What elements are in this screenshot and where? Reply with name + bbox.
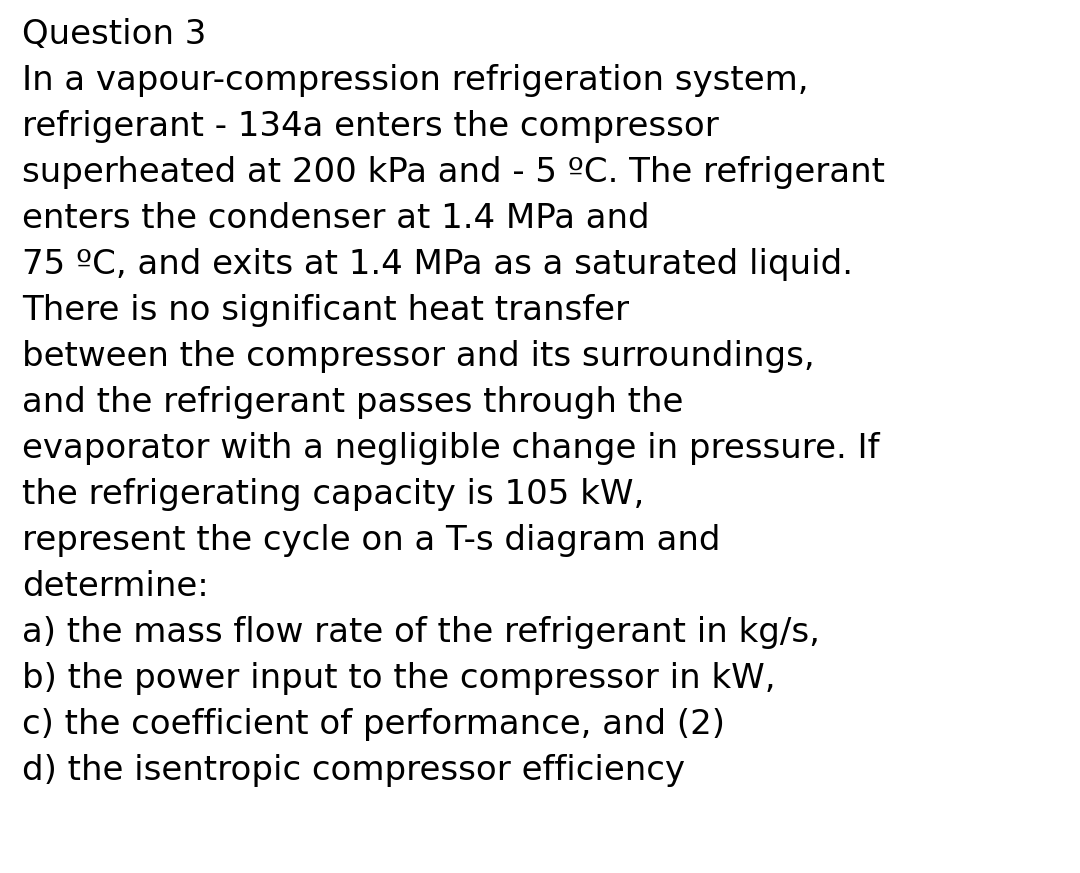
Text: enters the condenser at 1.4 MPa and: enters the condenser at 1.4 MPa and [22,202,650,235]
Text: between the compressor and its surroundings,: between the compressor and its surroundi… [22,340,814,373]
Text: represent the cycle on a T-s diagram and: represent the cycle on a T-s diagram and [22,524,720,557]
Text: a) the mass flow rate of the refrigerant in kg/s,: a) the mass flow rate of the refrigerant… [22,616,820,649]
Text: and the refrigerant passes through the: and the refrigerant passes through the [22,386,684,419]
Text: d) the isentropic compressor efficiency: d) the isentropic compressor efficiency [22,754,685,787]
Text: superheated at 200 kPa and - 5 ºC. The refrigerant: superheated at 200 kPa and - 5 ºC. The r… [22,156,885,189]
Text: the refrigerating capacity is 105 kW,: the refrigerating capacity is 105 kW, [22,478,645,511]
Text: Question 3: Question 3 [22,18,206,51]
Text: There is no significant heat transfer: There is no significant heat transfer [22,294,630,327]
Text: determine:: determine: [22,570,208,603]
Text: refrigerant - 134a enters the compressor: refrigerant - 134a enters the compressor [22,110,719,143]
Text: In a vapour-compression refrigeration system,: In a vapour-compression refrigeration sy… [22,64,809,97]
Text: evaporator with a negligible change in pressure. If: evaporator with a negligible change in p… [22,432,879,465]
Text: 75 ºC, and exits at 1.4 MPa as a saturated liquid.: 75 ºC, and exits at 1.4 MPa as a saturat… [22,248,853,281]
Text: c) the coefficient of performance, and (2): c) the coefficient of performance, and (… [22,708,725,741]
Text: b) the power input to the compressor in kW,: b) the power input to the compressor in … [22,662,775,695]
